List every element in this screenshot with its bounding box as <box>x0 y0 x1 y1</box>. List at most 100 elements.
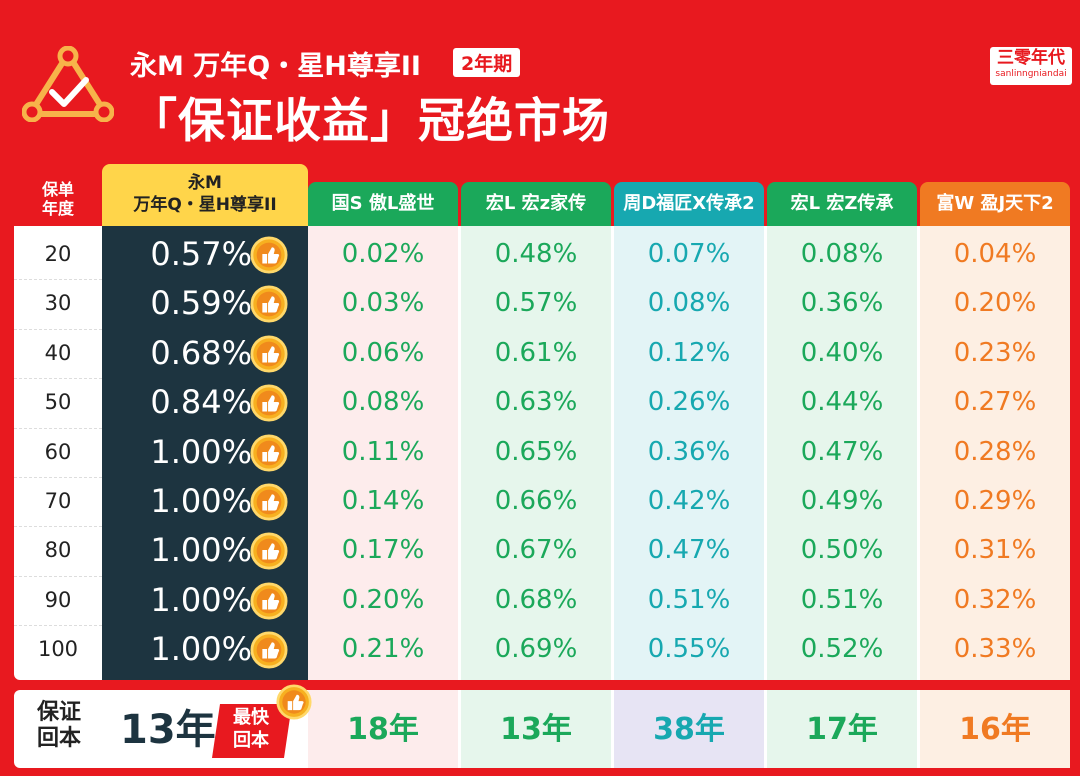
table-cell: 0.23% <box>953 338 1037 368</box>
table-cell: 0.28% <box>953 437 1037 467</box>
policy-year-cell: 40 <box>44 341 72 365</box>
table-cell: 0.27% <box>953 387 1037 417</box>
table-cell: 0.08% <box>647 288 731 318</box>
table-cell: 0.11% <box>341 437 425 467</box>
star-product-value: 1.00% <box>150 482 252 520</box>
table-cell: 0.57% <box>494 288 578 318</box>
brand-logo: 三零年代 sanlinngniandai <box>990 47 1072 85</box>
table-cell: 0.08% <box>341 387 425 417</box>
table-cell: 0.68% <box>494 585 578 615</box>
table-cell: 0.61% <box>494 338 578 368</box>
table-cell: 0.36% <box>800 288 884 318</box>
policy-year-cell: 70 <box>44 489 72 513</box>
table-cell: 0.65% <box>494 437 578 467</box>
brand-subtitle: sanlinngniandai <box>995 69 1067 79</box>
star-product-value: 1.00% <box>150 531 252 569</box>
table-cell: 0.20% <box>341 585 425 615</box>
star-product-value: 0.57% <box>150 235 252 273</box>
table-cell: 0.06% <box>341 338 425 368</box>
breakeven-cell: 16年 <box>920 690 1070 768</box>
thumbs-up-medal-icon <box>250 285 288 323</box>
column-header-3: 周D福匠X传承2 <box>614 182 764 226</box>
breakeven-cell: 13年 <box>461 690 611 768</box>
table-cell: 0.04% <box>953 239 1037 269</box>
row-separator <box>14 576 102 577</box>
thumbs-up-medal-icon <box>250 582 288 620</box>
breakeven-cell: 18年 <box>308 690 458 768</box>
table-cell: 0.67% <box>494 535 578 565</box>
table-cell: 0.33% <box>953 634 1037 664</box>
breakeven-cell: 17年 <box>767 690 917 768</box>
star-product-value: 0.84% <box>150 383 252 421</box>
column-header-4: 宏L 宏Z传承 <box>767 182 917 226</box>
table-cell: 0.17% <box>341 535 425 565</box>
table-cell: 0.51% <box>647 585 731 615</box>
star-product-value: 1.00% <box>150 433 252 471</box>
row-separator <box>14 378 102 379</box>
column-background-2 <box>461 226 611 680</box>
table-cell: 0.21% <box>341 634 425 664</box>
table-cell: 0.66% <box>494 486 578 516</box>
table-cell: 0.48% <box>494 239 578 269</box>
page-title-line2: 「保证收益」冠绝市场 <box>130 94 610 149</box>
table-cell: 0.49% <box>800 486 884 516</box>
column-header-5: 富W 盈J天下2 <box>920 182 1070 226</box>
policy-year-cell: 90 <box>44 588 72 612</box>
column-background-3 <box>614 226 764 680</box>
row-separator <box>14 279 102 280</box>
policy-year-cell: 50 <box>44 390 72 414</box>
table-cell: 0.03% <box>341 288 425 318</box>
table-cell: 0.26% <box>647 387 731 417</box>
column-header-2: 宏L 宏z家传 <box>461 182 611 226</box>
thumbs-up-medal-icon <box>250 335 288 373</box>
thumbs-up-medal-icon <box>250 631 288 669</box>
page-title-line1: 永M 万年Q・星H尊享II <box>130 51 421 82</box>
breakeven-cell: 38年 <box>614 690 764 768</box>
term-badge: 2年期 <box>453 48 521 77</box>
table-cell: 0.40% <box>800 338 884 368</box>
star-product-name-line2: 万年Q・星H尊享II <box>133 195 277 215</box>
policy-year-cell: 30 <box>44 291 72 315</box>
star-breakeven-value: 13年 <box>120 707 216 753</box>
thumbs-up-medal-icon <box>250 483 288 521</box>
table-cell: 0.36% <box>647 437 731 467</box>
policy-year-cell: 20 <box>44 242 72 266</box>
thumbs-up-medal-icon <box>250 236 288 274</box>
star-product-name-line1: 永M <box>188 173 222 193</box>
table-cell: 0.44% <box>800 387 884 417</box>
policy-year-cell: 80 <box>44 538 72 562</box>
thumbs-up-medal-icon <box>250 384 288 422</box>
row-separator <box>14 329 102 330</box>
star-product-header: 永M 万年Q・星H尊享II <box>102 164 308 226</box>
table-cell: 0.29% <box>953 486 1037 516</box>
star-product-value: 1.00% <box>150 630 252 668</box>
row-separator <box>14 526 102 527</box>
table-cell: 0.47% <box>800 437 884 467</box>
table-cell: 0.32% <box>953 585 1037 615</box>
row-separator <box>14 625 102 626</box>
table-cell: 0.20% <box>953 288 1037 318</box>
fastest-badge-shape <box>212 704 292 758</box>
star-product-value: 0.68% <box>150 334 252 372</box>
table-cell: 0.14% <box>341 486 425 516</box>
table-cell: 0.50% <box>800 535 884 565</box>
table-cell: 0.02% <box>341 239 425 269</box>
column-header-1: 国S 傲L盛世 <box>308 182 458 226</box>
row-separator <box>14 477 102 478</box>
thumbs-up-medal-icon <box>250 434 288 472</box>
table-cell: 0.51% <box>800 585 884 615</box>
table-cell: 0.31% <box>953 535 1037 565</box>
triangle-check-logo-icon <box>22 46 114 122</box>
column-background-4 <box>767 226 917 680</box>
table-cell: 0.12% <box>647 338 731 368</box>
table-cell: 0.55% <box>647 634 731 664</box>
breakeven-label: 保证 回本 <box>36 700 81 751</box>
star-product-value: 0.59% <box>150 284 252 322</box>
table-cell: 0.47% <box>647 535 731 565</box>
thumbs-up-medal-icon <box>276 684 312 720</box>
fastest-badge: 最快 回本 <box>233 707 269 751</box>
table-cell: 0.08% <box>800 239 884 269</box>
table-cell: 0.42% <box>647 486 731 516</box>
star-product-value: 1.00% <box>150 581 252 619</box>
row-separator <box>14 428 102 429</box>
